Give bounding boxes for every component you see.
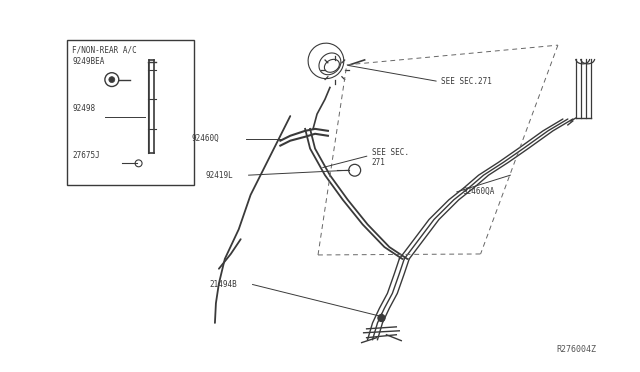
Text: 92460Q: 92460Q	[191, 134, 219, 143]
Text: 92460QA: 92460QA	[463, 187, 495, 196]
Text: SEE SEC.: SEE SEC.	[372, 148, 408, 157]
Bar	[67, 40, 194, 185]
Circle shape	[378, 315, 385, 321]
Text: R276004Z: R276004Z	[556, 346, 596, 355]
Text: SEE SEC.271: SEE SEC.271	[441, 77, 492, 86]
Text: 271: 271	[372, 158, 385, 167]
Text: F/NON-REAR A/C: F/NON-REAR A/C	[72, 45, 137, 54]
Circle shape	[109, 77, 115, 83]
Text: 21494B: 21494B	[209, 280, 237, 289]
Text: 27675J: 27675J	[72, 151, 100, 160]
Text: 92498: 92498	[72, 104, 95, 113]
Text: 9249BEA: 9249BEA	[72, 57, 104, 66]
Text: 92419L: 92419L	[206, 171, 234, 180]
